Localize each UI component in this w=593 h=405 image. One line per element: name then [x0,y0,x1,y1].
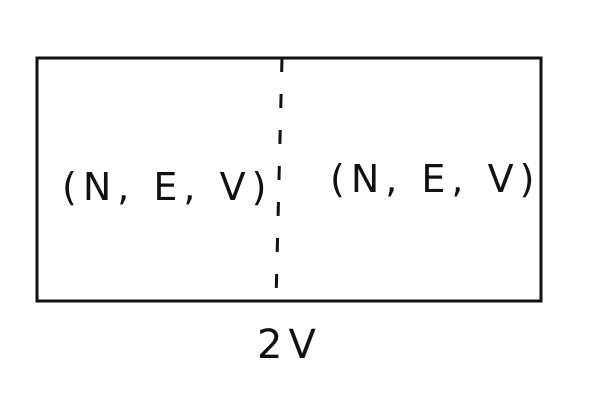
partition-dashed-line [274,57,284,302]
container-box [35,56,543,303]
total-volume-label: 2V [257,322,322,368]
right-state-label: (N, E, V) [330,157,540,201]
left-state-label: (N, E, V) [62,165,272,209]
